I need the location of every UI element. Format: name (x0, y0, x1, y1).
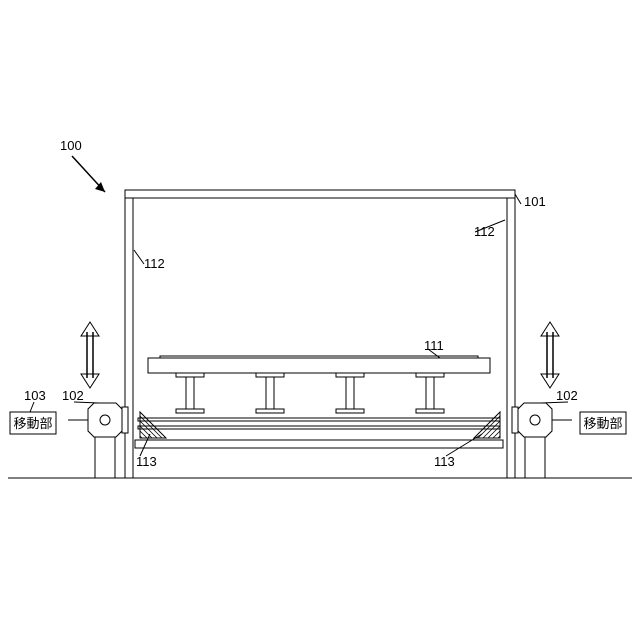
svg-text:102: 102 (556, 388, 578, 403)
svg-text:111: 111 (424, 338, 444, 353)
svg-text:移動部: 移動部 (583, 416, 622, 431)
svg-text:112: 112 (144, 256, 165, 271)
svg-text:101: 101 (524, 194, 546, 209)
svg-text:103: 103 (24, 388, 46, 403)
svg-text:113: 113 (136, 454, 157, 469)
technical-diagram: 移動部 移動部 100 101 112 112 111 103 102 102 113 113 (0, 0, 640, 640)
svg-text:113: 113 (434, 454, 455, 469)
svg-text:移動部: 移動部 (13, 416, 52, 431)
svg-text:102: 102 (62, 388, 84, 403)
svg-text:100: 100 (60, 138, 82, 153)
svg-text:112: 112 (474, 224, 495, 239)
